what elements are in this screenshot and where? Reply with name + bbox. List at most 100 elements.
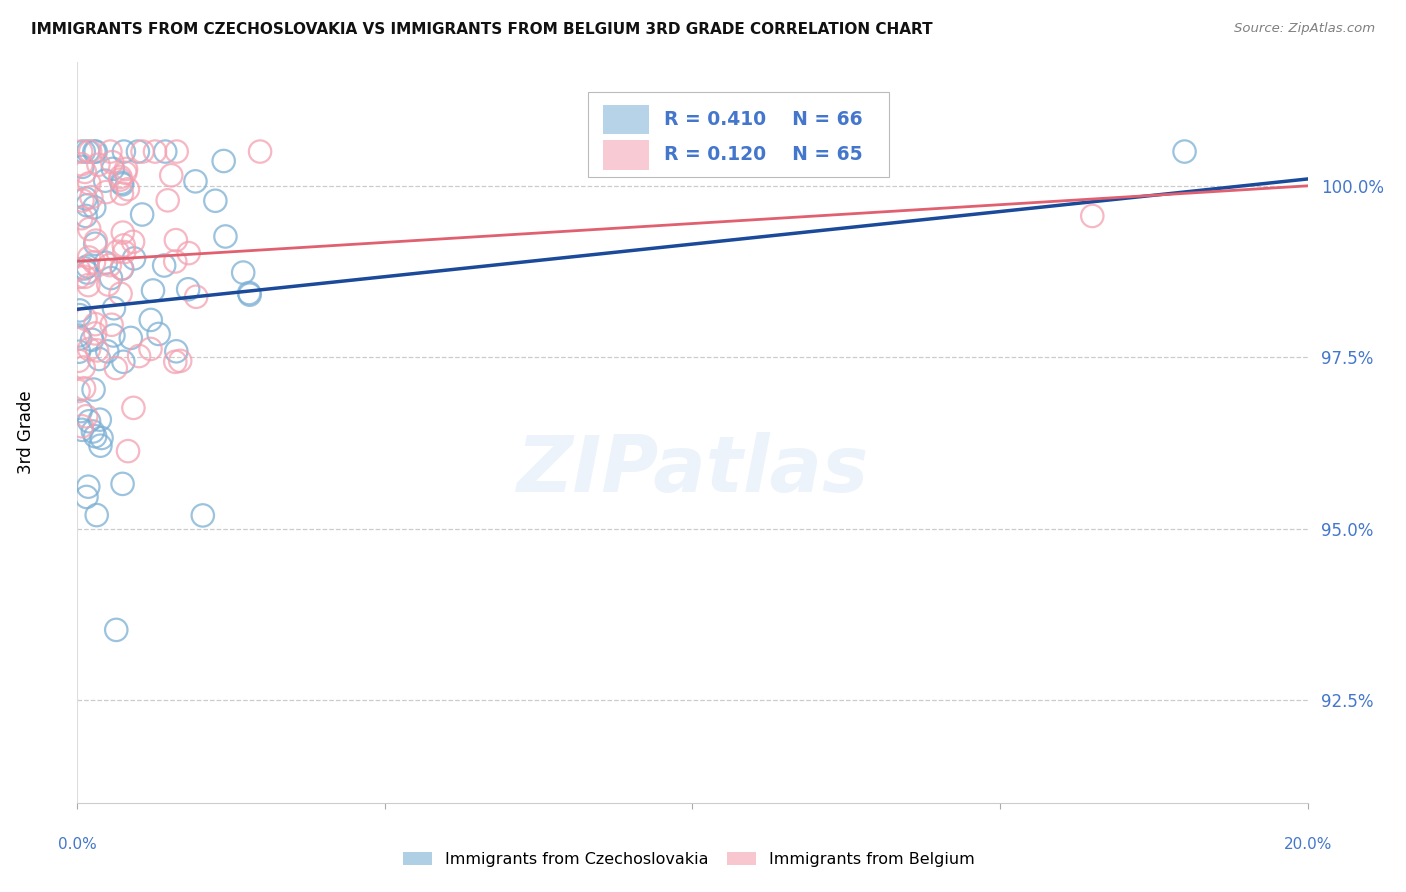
Point (76, 198, 98, 212)
Point (101, 161, 124, 176)
Point (110, 261, 132, 276)
Point (94, 174, 117, 188)
Point (122, 235, 145, 249)
Point (73, 360, 96, 375)
Point (142, 284, 165, 298)
Point (100, 145, 122, 159)
Point (77, 480, 100, 494)
Point (204, 194, 226, 208)
Point (69, 308, 91, 322)
Point (191, 508, 214, 523)
Point (232, 266, 254, 280)
Point (82, 425, 104, 439)
Point (165, 254, 187, 268)
Point (69, 303, 91, 318)
Point (177, 246, 200, 260)
Point (86, 508, 108, 522)
Legend: Immigrants from Czechoslovakia, Immigrants from Belgium: Immigrants from Czechoslovakia, Immigran… (396, 846, 981, 873)
Point (73, 261, 96, 276)
Point (238, 286, 260, 301)
Point (70, 423, 93, 437)
FancyBboxPatch shape (603, 140, 650, 169)
Point (77, 222, 100, 236)
Point (239, 287, 262, 301)
Point (117, 444, 139, 458)
Point (73, 165, 96, 179)
Point (77, 251, 100, 265)
Point (84, 234, 107, 248)
Point (67, 353, 90, 368)
Point (70, 419, 93, 434)
Point (117, 182, 139, 196)
Point (69, 404, 91, 418)
Point (111, 226, 134, 240)
Point (80, 333, 103, 347)
Point (122, 401, 145, 415)
Point (115, 161, 138, 176)
Point (70, 145, 93, 159)
Point (83, 255, 105, 269)
Point (101, 155, 124, 169)
Point (84, 429, 107, 443)
Point (75, 312, 97, 326)
Point (77, 414, 100, 428)
Point (69, 331, 91, 345)
Point (156, 194, 179, 208)
Point (148, 326, 170, 341)
Point (139, 342, 162, 356)
Point (77, 145, 100, 159)
Point (96, 344, 118, 359)
Text: ZIPatlas: ZIPatlas (516, 432, 869, 508)
Point (177, 282, 200, 296)
Point (104, 361, 127, 376)
Point (214, 229, 236, 244)
Point (110, 176, 132, 190)
Point (73, 269, 96, 284)
Point (73, 145, 96, 159)
Point (83, 383, 105, 397)
Point (110, 286, 132, 301)
Point (67, 269, 90, 284)
Point (77, 176, 100, 190)
Point (122, 252, 145, 266)
Point (70, 211, 93, 226)
Point (110, 169, 132, 184)
Point (103, 301, 125, 316)
Point (75, 209, 97, 223)
Point (107, 244, 129, 259)
Point (139, 313, 162, 327)
Point (94, 256, 117, 270)
Text: 0.0%: 0.0% (58, 837, 97, 852)
Point (75, 192, 97, 206)
Point (84, 236, 107, 251)
Point (111, 178, 134, 192)
Point (70, 157, 93, 171)
Point (112, 355, 135, 369)
Point (90, 431, 112, 445)
Point (114, 166, 136, 180)
Point (120, 331, 142, 345)
Point (79, 145, 101, 159)
Point (97, 277, 120, 292)
Point (128, 349, 150, 363)
Point (75, 409, 97, 424)
Point (89, 439, 111, 453)
Point (76, 490, 98, 504)
Point (86, 343, 108, 358)
Point (84, 317, 107, 331)
Point (84, 145, 107, 159)
Point (67, 384, 90, 398)
Text: 20.0%: 20.0% (1284, 837, 1331, 852)
Point (111, 476, 134, 491)
Point (249, 145, 271, 159)
Point (212, 154, 235, 169)
Point (72, 160, 94, 174)
Point (105, 623, 128, 637)
Point (100, 318, 122, 332)
Point (77, 342, 100, 356)
Point (72, 194, 94, 208)
Point (155, 145, 177, 159)
Point (165, 355, 187, 369)
Text: Source: ZipAtlas.com: Source: ZipAtlas.com (1234, 22, 1375, 36)
Point (96, 185, 118, 199)
